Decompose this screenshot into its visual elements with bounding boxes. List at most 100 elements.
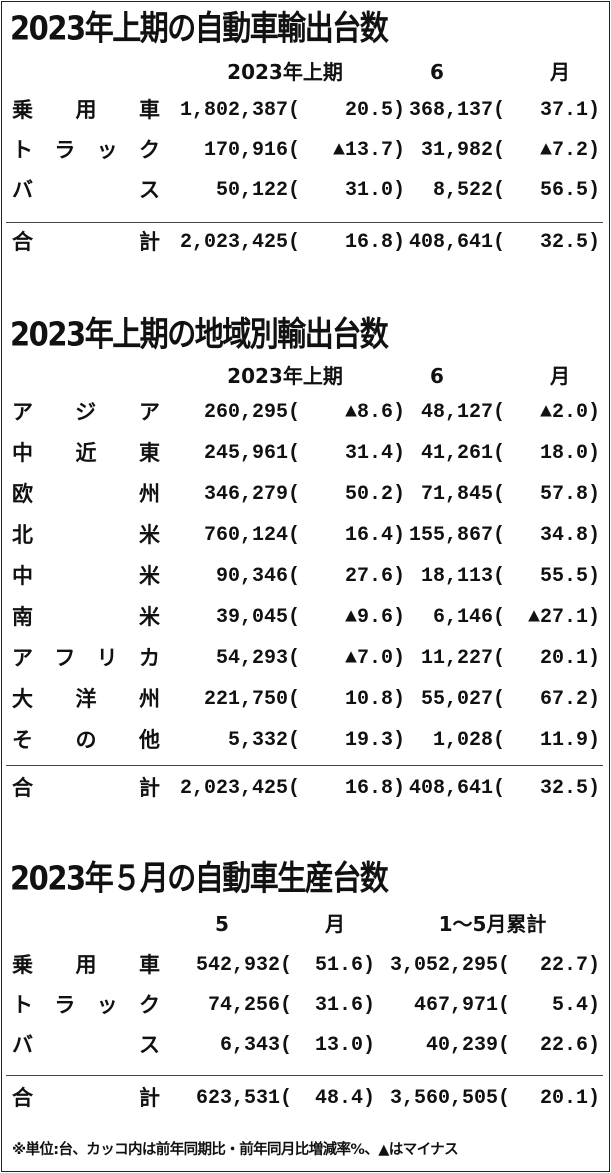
rate: 34.8)	[539, 524, 600, 547]
rate: 32.5)	[539, 777, 600, 800]
rate: 48.4)	[314, 1087, 375, 1110]
count: 1,028(	[432, 729, 505, 752]
count: 1,802,387(	[179, 99, 300, 122]
count: 155,867(	[408, 524, 505, 547]
row-label: 北米	[12, 523, 160, 547]
row-label: 大洋州	[12, 687, 160, 711]
column-header: 1～5月累計	[438, 912, 547, 936]
rate: 20.5)	[344, 99, 405, 122]
count: 2,023,425(	[179, 231, 300, 254]
rate: 32.5)	[539, 231, 600, 254]
count: 11,227(	[420, 647, 505, 670]
rate: 20.1)	[539, 1087, 600, 1110]
count: 542,932(	[195, 954, 292, 977]
rate: ▲8.6)	[344, 401, 405, 424]
count: 50,122(	[215, 179, 300, 202]
rate: 57.8)	[539, 483, 600, 506]
row-label: アジア	[12, 400, 160, 424]
row-label: 乗用車	[12, 953, 160, 977]
column-header: 6月	[430, 364, 570, 388]
rate: 67.2)	[539, 688, 600, 711]
row-label: 欧州	[12, 482, 160, 506]
rate: 11.9)	[539, 729, 600, 752]
rate: ▲27.1)	[527, 606, 600, 629]
count: 623,531(	[195, 1087, 292, 1110]
rate: 50.2)	[344, 483, 405, 506]
row-label: バス	[12, 1033, 160, 1057]
row-label: 合計	[12, 776, 160, 800]
separator	[6, 1075, 603, 1076]
rate: 16.8)	[344, 777, 405, 800]
count: 48,127(	[420, 401, 505, 424]
row-label: 中近東	[12, 441, 160, 465]
count: 71,845(	[420, 483, 505, 506]
count: 3,560,505(	[389, 1087, 510, 1110]
count: 41,261(	[420, 442, 505, 465]
rate: 5.4)	[551, 994, 600, 1017]
count: 90,346(	[215, 565, 300, 588]
rate: 22.7)	[539, 954, 600, 977]
count: 54,293(	[215, 647, 300, 670]
rate: 31.0)	[344, 179, 405, 202]
rate: ▲7.0)	[344, 647, 405, 670]
column-header: 2023年上期	[227, 60, 343, 84]
count: 467,971(	[413, 994, 510, 1017]
section-title: 2023年５月の自動車生産台数	[10, 858, 389, 898]
row-label: その他	[12, 728, 160, 752]
footnote: ※単位:台、カッコ内は前年同期比・前年同月比増減率%、▲はマイナス	[12, 1142, 459, 1158]
section-title: 2023年上期の地域別輸出台数	[10, 314, 389, 354]
count: 2,023,425(	[179, 777, 300, 800]
count: 6,146(	[432, 606, 505, 629]
rate: ▲2.0)	[539, 401, 600, 424]
rate: ▲13.7)	[332, 139, 405, 162]
count: 39,045(	[215, 606, 300, 629]
count: 74,256(	[207, 994, 292, 1017]
count: 260,295(	[203, 401, 300, 424]
row-label: 乗用車	[12, 98, 160, 122]
rate: 10.8)	[344, 688, 405, 711]
count: 408,641(	[408, 231, 505, 254]
row-label: トラック	[12, 138, 160, 162]
count: 170,916(	[203, 139, 300, 162]
row-label: 合計	[12, 230, 160, 254]
count: 5,332(	[227, 729, 300, 752]
rate: ▲7.2)	[539, 139, 600, 162]
rate: 18.0)	[539, 442, 600, 465]
separator	[6, 765, 603, 766]
rate: 16.4)	[344, 524, 405, 547]
rate: 20.1)	[539, 647, 600, 670]
rate: 22.6)	[539, 1034, 600, 1057]
count: 760,124(	[203, 524, 300, 547]
count: 245,961(	[203, 442, 300, 465]
count: 40,239(	[425, 1034, 510, 1057]
row-label: アフリカ	[12, 646, 160, 670]
rate: ▲9.6)	[344, 606, 405, 629]
rate: 16.8)	[344, 231, 405, 254]
rate: 55.5)	[539, 565, 600, 588]
rate: 19.3)	[344, 729, 405, 752]
row-label: 中米	[12, 564, 160, 588]
rate: 31.4)	[344, 442, 405, 465]
column-header: 6月	[430, 60, 570, 84]
row-label: トラック	[12, 993, 160, 1017]
row-label: バス	[12, 178, 160, 202]
rate: 56.5)	[539, 179, 600, 202]
rate: 31.6)	[314, 994, 375, 1017]
count: 6,343(	[219, 1034, 292, 1057]
rate: 27.6)	[344, 565, 405, 588]
count: 408,641(	[408, 777, 505, 800]
section-title: 2023年上期の自動車輸出台数	[10, 8, 389, 48]
column-header: 2023年上期	[227, 364, 343, 388]
count: 55,027(	[420, 688, 505, 711]
row-label: 南米	[12, 605, 160, 629]
count: 346,279(	[203, 483, 300, 506]
separator	[6, 222, 603, 223]
count: 368,137(	[408, 99, 505, 122]
count: 3,052,295(	[389, 954, 510, 977]
column-header: 5月	[215, 912, 345, 936]
rate: 51.6)	[314, 954, 375, 977]
row-label: 合計	[12, 1086, 160, 1110]
rate: 13.0)	[314, 1034, 375, 1057]
